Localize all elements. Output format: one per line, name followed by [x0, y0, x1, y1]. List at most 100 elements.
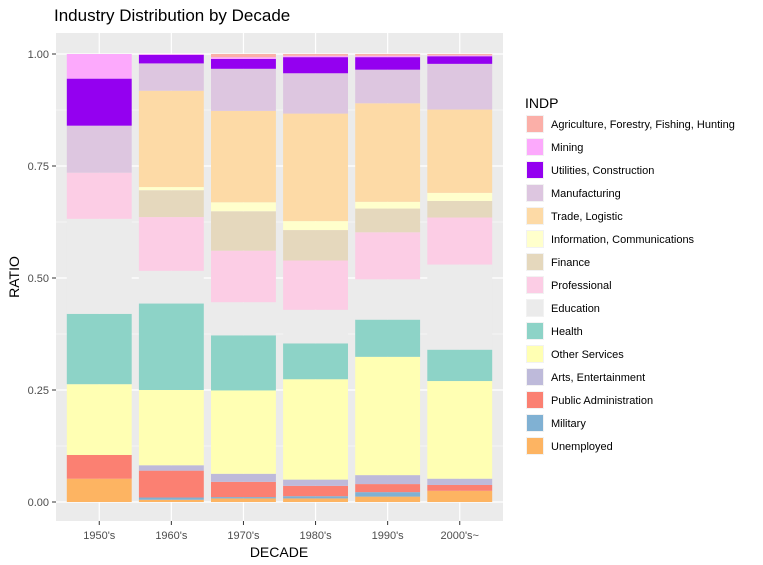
bar-segment-health: [283, 343, 348, 380]
legend-swatch: [527, 231, 543, 247]
legend-label: Manufacturing: [551, 188, 621, 200]
bar-segment-mining: [427, 55, 493, 57]
bar-segment-professional: [355, 232, 421, 280]
bar-segment-other-services: [138, 390, 204, 466]
bar-segment-public-administration: [427, 484, 493, 491]
legend-label: Education: [551, 303, 600, 315]
y-axis-title: RATIO: [6, 256, 22, 298]
legend-swatch: [527, 346, 543, 362]
bar-segment-education: [66, 218, 132, 314]
bar-segment-professional: [427, 217, 493, 265]
bar-segment-education: [427, 264, 493, 350]
bar-segment-utilities-construction: [355, 57, 421, 70]
bar-segment-utilities-construction: [211, 58, 276, 69]
x-axis-title: DECADE: [250, 544, 308, 560]
x-tick-label: 1950's: [83, 530, 116, 542]
legend-swatch: [527, 185, 543, 201]
bar-segment-mining: [138, 54, 204, 55]
legend-label: Arts, Entertainment: [551, 372, 645, 384]
legend-label: Professional: [551, 280, 612, 292]
bar-segment-unemployed: [427, 490, 493, 502]
legend-swatch: [527, 254, 543, 270]
bar-segment-utilities-construction: [66, 78, 132, 126]
bar-segment-arts-entertainment: [138, 465, 204, 471]
bars: [66, 54, 493, 502]
legend-label: Military: [551, 418, 586, 430]
bar-segment-manufacturing: [138, 63, 204, 91]
bar-segment-mining: [211, 57, 276, 59]
y-tick-label: 0.50: [28, 273, 49, 285]
bar-segment-arts-entertainment: [283, 479, 348, 486]
bar-segment-public-administration: [138, 470, 204, 498]
bar-segment-finance: [283, 230, 348, 261]
bar-segment-information-communications: [355, 201, 421, 209]
legend-swatch: [527, 438, 543, 454]
bar-segment-utilities-construction: [283, 57, 348, 74]
bar-segment-trade-logistic: [138, 90, 204, 188]
bar-segment-other-services: [66, 384, 132, 455]
chart-title: Industry Distribution by Decade: [54, 6, 290, 25]
bar-segment-professional: [283, 260, 348, 310]
bar-segment-mining: [283, 55, 348, 58]
bar-segment-trade-logistic: [427, 109, 493, 193]
bar-segment-health: [66, 313, 132, 385]
legend-swatch: [527, 139, 543, 155]
x-tick-label: 1970's: [227, 530, 260, 542]
bar-segment-mining: [66, 54, 132, 79]
bar-segment-agriculture-forestry-fishing-hunting: [211, 54, 276, 58]
bar-segment-education: [355, 279, 421, 320]
legend-label: Finance: [551, 257, 590, 269]
y-tick-label: 1.00: [28, 49, 49, 61]
bar-segment-manufacturing: [427, 63, 493, 110]
bar-segment-arts-entertainment: [211, 473, 276, 482]
bar-segment-military: [211, 497, 276, 499]
bar-segment-utilities-construction: [138, 54, 204, 64]
legend-label: Health: [551, 326, 583, 338]
y-tick-label: 0.75: [28, 161, 49, 173]
bar-segment-information-communications: [427, 192, 493, 201]
bar-segment-military: [355, 492, 421, 497]
bar-segment-public-administration: [66, 454, 132, 479]
bar-segment-finance: [355, 208, 421, 233]
legend-label: Unemployed: [551, 441, 613, 453]
y-axis-ticks: 0.00 0.25 0.50 0.75 1.00: [28, 49, 56, 509]
bar-segment-professional: [138, 217, 204, 271]
legend-swatch: [527, 300, 543, 316]
bar-segment-health: [427, 349, 493, 382]
bar-segment-health: [211, 335, 276, 391]
legend-swatch: [527, 116, 543, 132]
legend-label: Public Administration: [551, 395, 653, 407]
bar-segment-other-services: [283, 379, 348, 480]
bar-segment-other-services: [427, 381, 493, 479]
bar-segment-information-communications: [211, 202, 276, 212]
bar-segment-other-services: [355, 356, 421, 476]
x-tick-label: 1980's: [300, 530, 333, 542]
y-tick-label: 0.00: [28, 497, 49, 509]
legend-label: Trade, Logistic: [551, 211, 623, 223]
bar-segment-finance: [138, 190, 204, 218]
bar-segment-military: [138, 497, 204, 500]
bar-segment-arts-entertainment: [427, 478, 493, 485]
legend: Agriculture, Forestry, Fishing, Hunting M…: [526, 115, 735, 455]
x-tick-label: 2000's~: [440, 530, 479, 542]
legend-label: Other Services: [551, 349, 624, 361]
legend-swatch: [527, 415, 543, 431]
legend-swatch: [527, 277, 543, 293]
legend-swatch: [527, 392, 543, 408]
bar-segment-unemployed: [138, 499, 204, 502]
bar-segment-education: [283, 309, 348, 344]
bar-segment-finance: [211, 211, 276, 251]
bar-segment-professional: [66, 172, 132, 219]
bar-segment-agriculture-forestry-fishing-hunting: [283, 54, 348, 56]
legend-swatch: [527, 162, 543, 178]
bar-segment-education: [211, 302, 276, 336]
bar-segment-trade-logistic: [355, 103, 421, 202]
bar-segment-unemployed: [355, 496, 421, 502]
bar-segment-professional: [211, 250, 276, 303]
legend-label: Agriculture, Forestry, Fishing, Hunting: [551, 119, 735, 131]
legend-label: Mining: [551, 142, 583, 154]
bar-segment-manufacturing: [355, 69, 421, 104]
bar-segment-unemployed: [211, 498, 276, 502]
bar-segment-public-administration: [283, 485, 348, 497]
